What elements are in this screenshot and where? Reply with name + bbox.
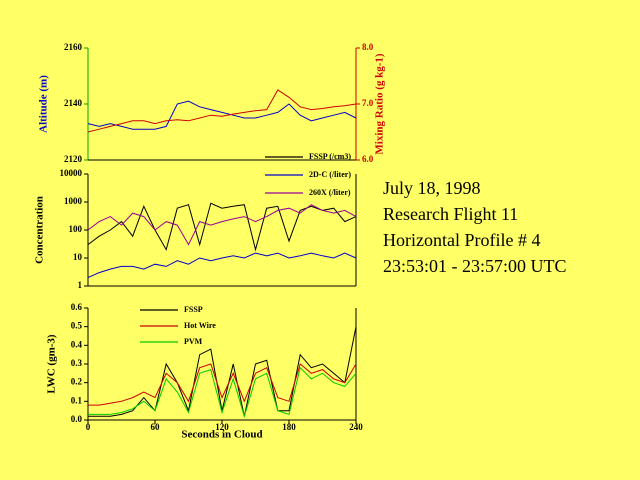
legend-label: FSSP (184, 305, 203, 314)
y-tick-label: 0.5 (71, 321, 83, 331)
y-tick-label: 1 (78, 280, 83, 290)
y2-tick-label: 8.0 (362, 42, 374, 52)
info-line: Horizontal Profile # 4 (383, 230, 540, 250)
series-line (87, 100, 357, 130)
x-axis-label: Seconds in Cloud (181, 429, 262, 441)
y-tick-label: 0.2 (71, 377, 83, 387)
series-line (87, 89, 357, 133)
series-line (88, 366, 357, 419)
y-tick-label: 0.0 (71, 414, 83, 424)
legend-label: 2D-C (/liter) (309, 170, 351, 179)
legend-label: FSSP (/cm3) (309, 152, 351, 161)
y-tick-label: 0.6 (71, 302, 83, 312)
y-tick-label: 1000 (64, 196, 83, 206)
x-tick-label: 180 (282, 422, 296, 432)
y-tick-label: 10 (73, 252, 83, 262)
y-axis-label: Concentration (34, 196, 46, 264)
series-line (87, 252, 357, 279)
series-line (87, 204, 357, 246)
x-tick-label: 60 (151, 422, 161, 432)
legend-label: Hot Wire (184, 321, 216, 330)
x-tick-label: 0 (86, 422, 91, 432)
y-tick-label: 2120 (64, 154, 83, 164)
y-axis-label: Altitude (m) (38, 75, 50, 133)
series-line (87, 202, 357, 252)
x-tick-label: 120 (215, 422, 229, 432)
info-line: 23:53:01 - 23:57:00 UTC (383, 256, 567, 276)
y-axis-label: LWC (gm-3) (46, 334, 58, 394)
legend-label: PVM (184, 337, 203, 346)
series-line (88, 363, 357, 406)
y-tick-label: 10000 (60, 168, 83, 178)
y-tick-label: 0.4 (71, 339, 83, 349)
y2-tick-label: 7.0 (362, 98, 374, 108)
y-tick-label: 100 (69, 224, 83, 234)
y-tick-label: 0.3 (71, 358, 83, 368)
y-tick-label: 0.1 (71, 395, 83, 405)
info-line: Research Flight 11 (383, 204, 518, 224)
y-tick-label: 2160 (64, 42, 83, 52)
info-line: July 18, 1998 (383, 178, 481, 198)
y2-axis-label: Mixing Ratio (g kg-1) (374, 53, 386, 154)
legend-label: 260X (/liter) (309, 188, 351, 197)
y-tick-label: 2140 (64, 98, 83, 108)
y2-tick-label: 6.0 (362, 154, 374, 164)
x-tick-label: 240 (349, 422, 363, 432)
